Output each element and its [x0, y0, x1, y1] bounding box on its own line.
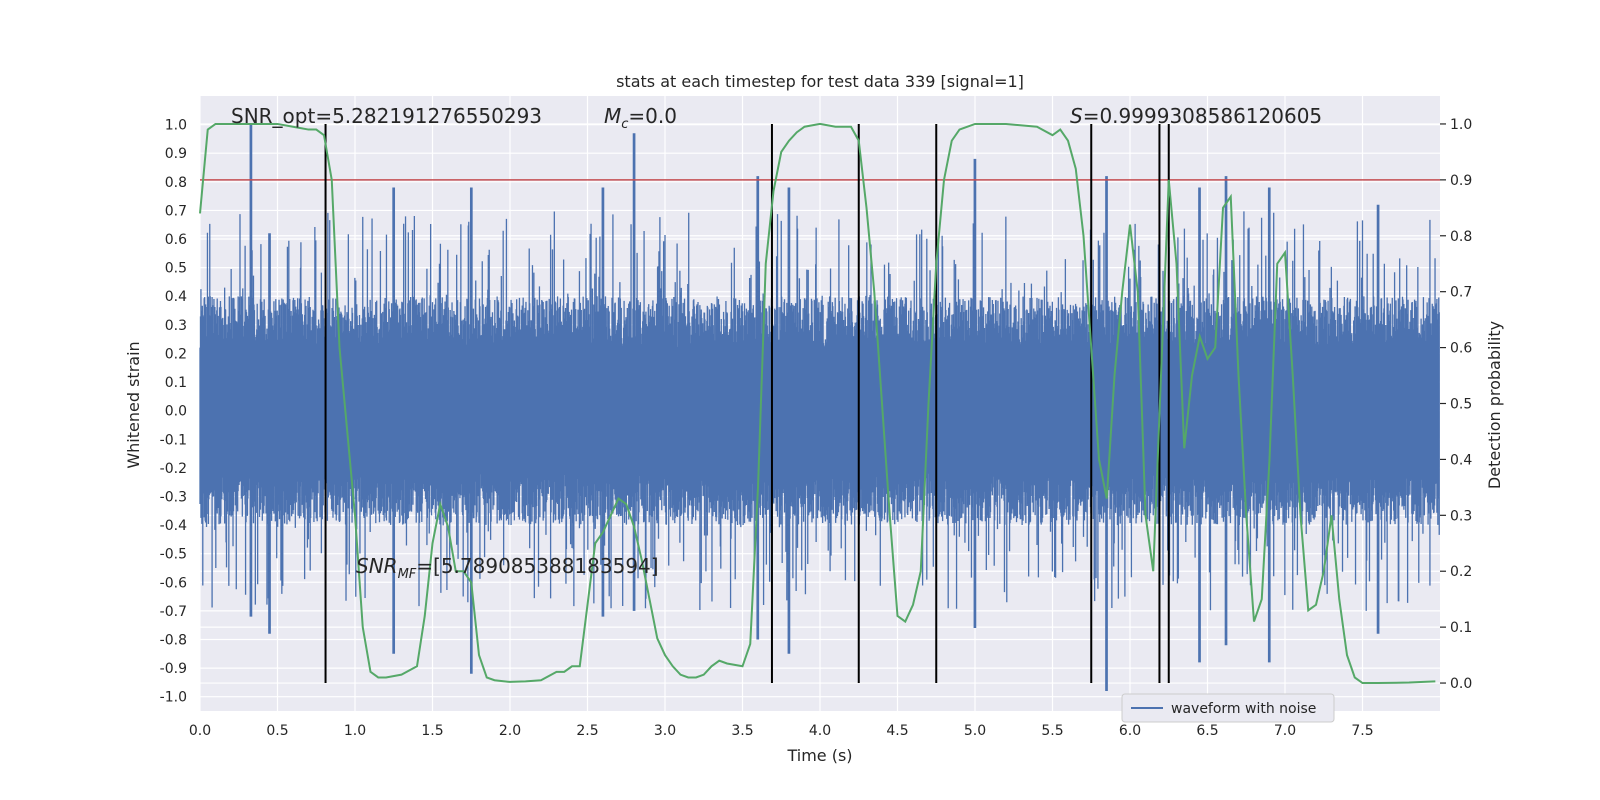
left-y-tick-label: -1.0: [160, 690, 187, 706]
right-y-axis-ticks: 0.0 0.1 0.2 0.3 0.4 0.5 0.6 0.7 0.8 0.9 1.0: [1440, 117, 1472, 692]
x-tick-label: 2.0: [499, 723, 521, 739]
left-y-tick-label: -0.3: [160, 489, 187, 505]
probability-line: [199, 122, 1436, 685]
waveform-line: [199, 124, 1440, 691]
annotation-mc-symbol: M: [604, 104, 621, 128]
x-tick-label: 4.5: [886, 723, 908, 739]
annotation-mc: Mc=0.0: [604, 104, 677, 132]
left-y-tick-label: 0.8: [165, 175, 187, 191]
legend-box: [1121, 693, 1335, 723]
left-y-tick-label: 0.2: [165, 346, 187, 362]
right-y-tick-label: 0.7: [1450, 285, 1472, 301]
annotation-snr-mf-value: =[5.789085388183594]: [416, 554, 658, 578]
annotation-mc-value: =0.0: [628, 104, 677, 128]
left-y-tick-label: -0.4: [160, 518, 187, 534]
left-y-axis-label: Whitened strain: [124, 341, 143, 468]
right-y-tick-label: 0.6: [1450, 341, 1472, 357]
right-y-tick-label: 0.4: [1450, 452, 1472, 468]
x-tick-label: 7.5: [1351, 723, 1373, 739]
annotation-s-symbol: S: [1070, 104, 1083, 128]
annotation-s-value: =0.9999308586120605: [1083, 104, 1322, 128]
annotation-snr-opt: SNR_opt=5.282191276550293: [231, 104, 542, 128]
annotation-mc-subscript: c: [621, 117, 628, 132]
x-tick-label: 0.0: [189, 723, 211, 739]
legend-label: waveform with noise: [1171, 701, 1316, 717]
left-y-tick-label: -0.6: [160, 575, 187, 591]
x-tick-label: 5.5: [1041, 723, 1063, 739]
chart-title: stats at each timestep for test data 339…: [616, 72, 1024, 91]
right-y-tick-label: 0.9: [1450, 173, 1472, 189]
left-y-axis-ticks: 1.0 0.9 0.8 0.7 0.6 0.5 0.4 0.3 0.2 0.1 0.0 -0.1 -0.…: [160, 118, 187, 706]
x-tick-label: 1.5: [421, 723, 443, 739]
x-tick-label: 6.5: [1196, 723, 1218, 739]
x-tick-label: 3.0: [654, 723, 676, 739]
x-axis-label: Time (s): [786, 746, 852, 765]
right-y-tick-label: 0.1: [1450, 620, 1472, 636]
x-tick-label: 3.5: [731, 723, 753, 739]
left-y-tick-label: -0.1: [160, 432, 187, 448]
left-y-tick-label: 0.7: [165, 203, 187, 219]
left-y-tick-label: -0.9: [160, 661, 187, 677]
x-axis-ticks: 0.0 0.5 1.0 1.5 2.0 2.5 3.0 3.5 4.0 4.5 5.0 5.5 6.0 6…: [189, 723, 1374, 739]
x-tick-label: 1.0: [344, 723, 366, 739]
left-y-tick-label: 0.9: [165, 146, 187, 162]
annotation-snr-mf-symbol: SNR: [356, 554, 398, 578]
left-y-tick-label: 0.5: [165, 261, 187, 277]
left-y-tick-label: 0.6: [165, 232, 187, 248]
left-y-tick-label: -0.8: [160, 632, 187, 648]
x-tick-label: 5.0: [964, 723, 986, 739]
right-y-tick-label: 0.2: [1450, 564, 1472, 580]
left-y-tick-label: 1.0: [165, 118, 187, 134]
left-y-tick-label: 0.1: [165, 375, 187, 391]
x-tick-label: 6.0: [1119, 723, 1141, 739]
right-y-tick-label: 0.8: [1450, 229, 1472, 245]
right-y-tick-label: 0.5: [1450, 397, 1472, 413]
left-y-tick-label: -0.2: [160, 461, 187, 477]
x-tick-label: 7.0: [1274, 723, 1296, 739]
right-y-axis-label: Detection probability: [1485, 321, 1504, 489]
annotation-snr-mf: SNRMF=[5.789085388183594]: [356, 554, 659, 582]
left-y-tick-label: 0.0: [165, 404, 187, 420]
right-y-tick-label: 0.3: [1450, 508, 1472, 524]
waveform-series: [199, 124, 1440, 691]
probability-series: [199, 122, 1436, 685]
x-tick-label: 0.5: [266, 723, 288, 739]
legend: waveform with noise: [1121, 693, 1335, 723]
left-y-tick-label: 0.4: [165, 289, 187, 305]
x-tick-label: 2.5: [576, 723, 598, 739]
left-y-tick-label: -0.7: [160, 604, 187, 620]
right-y-tick-label: 0.0: [1450, 676, 1472, 692]
x-tick-label: 4.0: [809, 723, 831, 739]
left-y-tick-label: -0.5: [160, 547, 187, 563]
annotation-snr-mf-subscript: MF: [398, 567, 417, 582]
annotation-s: S=0.9999308586120605: [1070, 104, 1322, 128]
left-y-tick-label: 0.3: [165, 318, 187, 334]
right-y-tick-label: 1.0: [1450, 117, 1472, 133]
